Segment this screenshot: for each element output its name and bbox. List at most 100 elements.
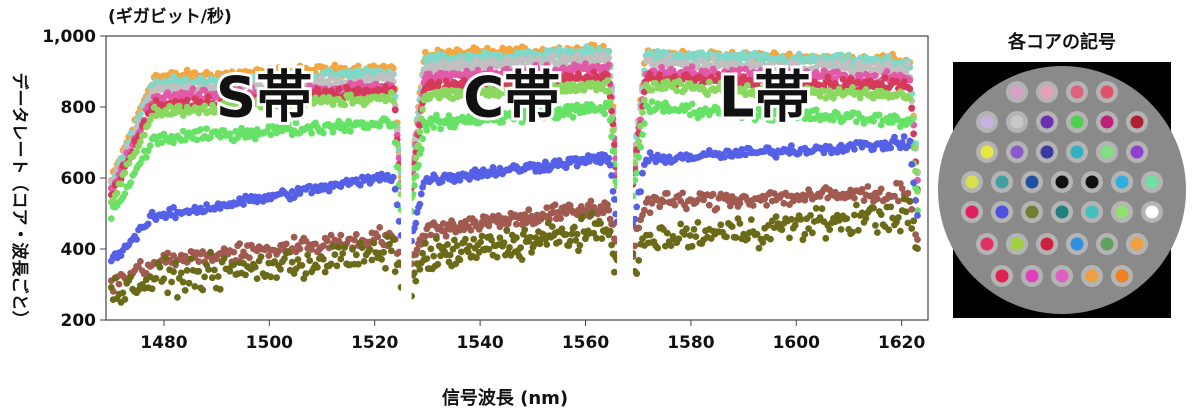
data-point [503,227,511,235]
data-point [286,69,294,76]
data-point [688,242,696,250]
core-marker [1055,205,1069,219]
data-point [812,106,820,114]
data-point [201,273,209,281]
data-point [430,124,438,131]
y-unit-label: (ギガビット/秒) [108,6,232,27]
data-point [826,226,833,234]
x-axis-label: 信号波長 (nm) [442,387,568,409]
data-point [518,256,526,263]
data-point [349,245,356,253]
data-point [288,258,296,266]
data-point [257,253,265,261]
core-marker [1100,237,1114,251]
data-point [446,251,454,259]
data-point [705,78,713,86]
data-point [422,239,429,247]
data-point [127,273,135,281]
data-point [904,189,912,197]
data-point [107,215,115,223]
core-marker [1100,145,1114,159]
data-point [294,256,302,263]
data-point [327,74,335,82]
data-point [904,60,912,68]
data-point [191,283,199,290]
data-point [360,258,368,265]
data-point [164,289,172,297]
data-point [883,68,891,75]
data-point [635,153,643,161]
core-marker [980,237,994,251]
data-point [573,230,581,238]
data-point [389,236,397,244]
x-tick-label: 1480 [140,333,187,353]
data-point [389,97,397,105]
data-point [199,286,207,294]
data-point [209,274,216,282]
data-point [115,280,123,288]
core-marker [1100,85,1114,99]
core-marker [1010,85,1024,99]
data-point [646,209,654,217]
data-point [308,129,315,137]
y-tick-label: 200 [61,311,97,331]
x-tick-label: 1600 [773,333,820,353]
data-point [242,271,249,279]
data-point [633,203,641,211]
data-point [337,231,345,239]
data-point [459,56,466,64]
data-point [887,203,895,211]
x-tick-label: 1580 [667,333,714,353]
core-marker [1055,269,1069,283]
data-point [713,205,721,212]
data-point [193,136,201,144]
data-point [331,251,339,258]
data-point [579,213,586,221]
data-point [768,60,776,68]
data-point [906,197,914,205]
data-point [376,224,384,231]
data-point [849,84,856,91]
data-point [433,235,440,243]
data-point [849,228,856,236]
data-point [555,238,563,246]
core-legend [938,62,1186,318]
data-point [851,211,858,219]
data-point [606,116,614,124]
legend-title: 各コアの記号 [1007,31,1116,53]
data-point [419,135,426,143]
data-point [263,76,271,84]
data-point [172,259,179,266]
data-point [874,229,881,236]
data-point [830,116,837,124]
band-labels: S帯 C帯 L帯 [213,62,814,133]
data-point [168,278,176,286]
core-marker [1130,115,1144,129]
data-point [851,194,858,202]
data-point [663,229,671,237]
data-point [111,274,119,282]
data-point [609,126,617,134]
data-point [352,251,360,259]
data-point [611,268,618,276]
data-point [854,226,862,234]
data-point [253,275,261,282]
core-marker [995,269,1009,283]
data-point [170,268,177,276]
data-point [747,216,755,224]
data-point [391,139,399,146]
data-point [767,235,774,243]
data-point [427,245,435,253]
data-point [117,180,125,188]
data-point [778,226,786,234]
data-point [236,240,244,248]
data-point [604,77,611,84]
core-marker [1145,205,1159,219]
data-point [107,284,115,291]
core-marker [965,175,979,189]
data-point [352,231,360,238]
data-point [786,234,793,242]
data-point [833,58,841,65]
data-point [121,295,129,303]
